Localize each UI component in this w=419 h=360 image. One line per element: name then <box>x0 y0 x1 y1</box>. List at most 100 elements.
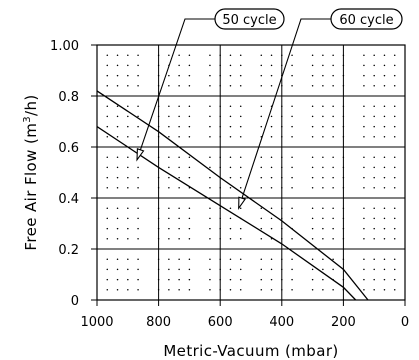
grid-dot <box>322 187 324 189</box>
grid-dot <box>106 289 109 291</box>
grid-dot <box>311 85 314 87</box>
grid-dot <box>373 207 375 209</box>
grid-dot <box>229 176 232 179</box>
grid-dot <box>322 125 324 128</box>
grid-dot <box>270 217 273 220</box>
grid-dot <box>209 238 211 240</box>
grid-dot <box>168 289 170 291</box>
grid-dot <box>106 268 109 271</box>
grid-dot <box>106 85 109 87</box>
grid-dot <box>260 64 263 67</box>
grid-dot <box>332 258 334 260</box>
grid-dot <box>127 74 129 77</box>
grid-dot <box>106 176 109 179</box>
grid-dot <box>260 125 263 128</box>
grid-dot <box>393 238 396 240</box>
grid-dot <box>373 136 375 138</box>
grid-dot <box>116 278 119 281</box>
grid-dot <box>229 125 232 128</box>
grid-dot <box>332 289 334 291</box>
callout-leader <box>136 18 215 160</box>
grid-dot <box>393 166 396 169</box>
grid-dot <box>260 176 263 179</box>
grid-dot <box>209 156 211 158</box>
grid-dot <box>311 227 314 230</box>
grid-dot <box>393 105 396 107</box>
grid-dot <box>332 207 334 209</box>
grid-dot <box>209 258 211 260</box>
series-line <box>96 126 357 301</box>
grid-dot <box>178 258 180 260</box>
series-callouts: 60 cycle 50 cycle <box>136 8 403 210</box>
grid-dot <box>383 289 386 291</box>
grid-dot <box>383 278 386 281</box>
grid-dot <box>188 115 191 118</box>
grid-dot <box>116 227 119 230</box>
grid-dot <box>209 125 211 128</box>
grid-dot <box>106 115 109 118</box>
grid-dot <box>106 156 109 158</box>
grid-dot <box>168 227 170 230</box>
grid-dot <box>127 217 129 220</box>
grid-dot <box>332 268 334 271</box>
grid-dot <box>383 105 386 107</box>
grid-dot <box>311 258 314 260</box>
grid-dot <box>383 187 386 189</box>
grid-dot <box>311 268 314 271</box>
grid-dot <box>209 85 211 87</box>
grid-dot <box>127 156 129 158</box>
grid-dot <box>270 54 273 56</box>
grid-dot <box>291 258 293 260</box>
grid-dot <box>260 54 263 56</box>
grid-dot <box>239 278 242 281</box>
grid-dot <box>393 268 396 271</box>
grid-dot <box>363 156 365 158</box>
grid-dot <box>178 278 180 281</box>
grid-dot <box>106 217 109 220</box>
grid-dot <box>270 187 273 189</box>
grid-dot <box>373 217 375 220</box>
grid-dot <box>229 64 232 67</box>
grid-dot <box>229 217 232 220</box>
grid-dot <box>311 54 314 56</box>
grid-dot <box>209 268 211 271</box>
grid-dot <box>116 238 119 240</box>
grid-dot <box>383 238 386 240</box>
grid-dot <box>137 54 139 56</box>
grid-dot <box>127 268 129 271</box>
grid-dot <box>239 64 242 67</box>
grid-dot <box>270 115 273 118</box>
grid-dot <box>127 207 129 209</box>
grid-dot <box>373 268 375 271</box>
grid-dot <box>311 166 314 169</box>
grid-dot <box>209 166 211 169</box>
y-tick-label: 0.6 <box>58 141 79 156</box>
grid-dot <box>291 115 293 118</box>
grid-dot <box>332 115 334 118</box>
grid-dot <box>239 176 242 179</box>
grid-dot <box>322 156 324 158</box>
grid-dot <box>178 207 180 209</box>
grid-dot <box>188 176 191 179</box>
grid-dot <box>322 289 324 291</box>
grid-dot <box>168 166 170 169</box>
grid-dot <box>116 125 119 128</box>
grid-dot <box>229 207 232 209</box>
grid-dot <box>393 74 396 77</box>
grid-dot <box>116 85 119 87</box>
grid-dot <box>373 105 375 107</box>
grid-dot <box>209 105 211 107</box>
grid-dot <box>311 207 314 209</box>
grid-dot <box>116 176 119 179</box>
grid-dot <box>106 207 109 209</box>
grid-dot <box>363 125 365 128</box>
grid-dot <box>393 227 396 230</box>
grid-dot <box>373 156 375 158</box>
grid-dot <box>363 207 365 209</box>
grid-dot <box>168 125 170 128</box>
grid-dot <box>178 187 180 189</box>
grid-dot <box>188 74 191 77</box>
grid-dot <box>373 289 375 291</box>
grid-dot <box>178 125 180 128</box>
